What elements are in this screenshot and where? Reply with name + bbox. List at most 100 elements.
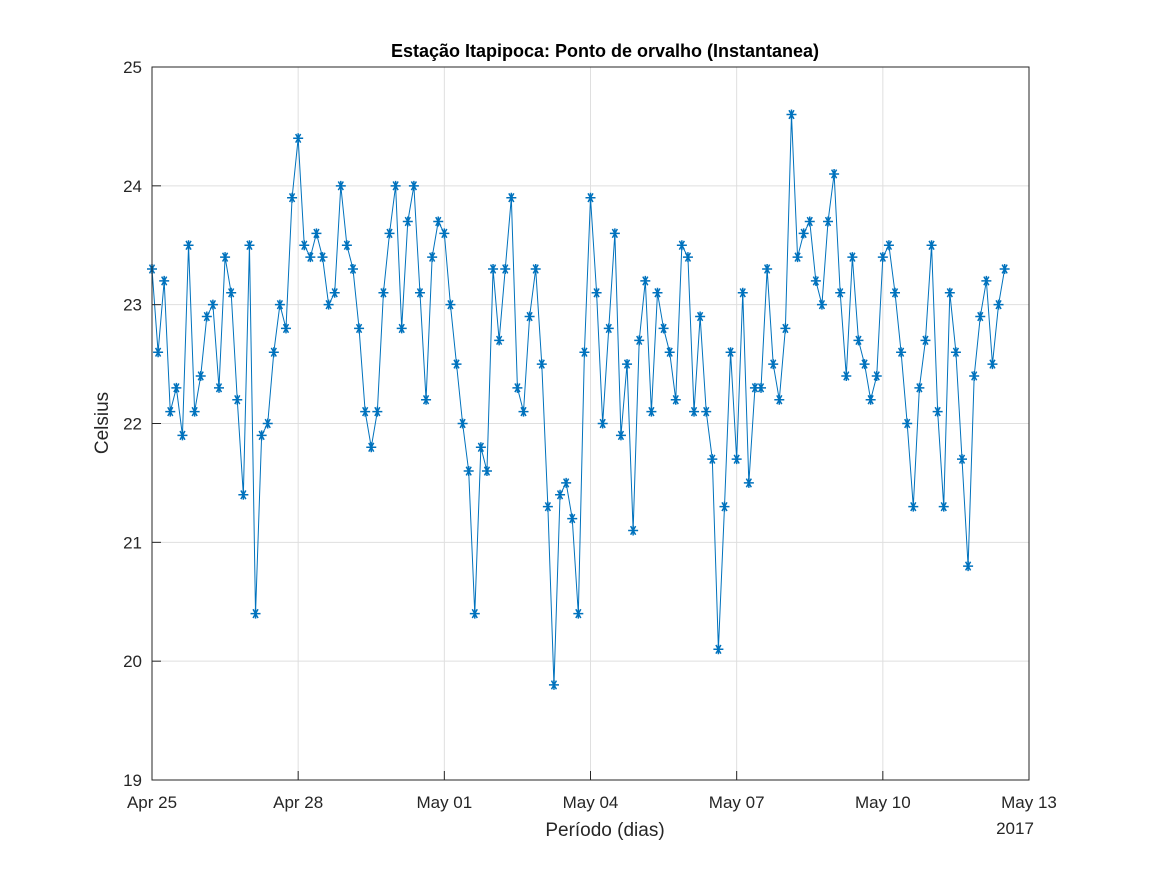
data-point (433, 216, 444, 227)
data-point (585, 192, 596, 203)
data-point (622, 359, 633, 370)
data-point (341, 240, 352, 251)
data-point (835, 287, 846, 298)
x-axis-year: 2017 (996, 819, 1034, 838)
plot (147, 109, 1010, 690)
data-point (244, 240, 255, 251)
data-point (920, 335, 931, 346)
data-point (652, 287, 663, 298)
data-point (597, 418, 608, 429)
data-point (646, 406, 657, 417)
data-point (414, 287, 425, 298)
data-point (171, 382, 182, 393)
data-point (999, 264, 1010, 275)
data-point (500, 264, 511, 275)
data-point (944, 287, 955, 298)
data-point (615, 430, 626, 441)
data-point (524, 311, 535, 322)
data-point (463, 466, 474, 477)
data-point (877, 252, 888, 263)
data-point (567, 513, 578, 524)
data-point (707, 454, 718, 465)
x-tick-label: Apr 25 (127, 793, 177, 812)
data-point (628, 525, 639, 536)
x-tick-label: May 04 (563, 793, 619, 812)
y-tick-label: 19 (123, 771, 142, 790)
data-point (378, 287, 389, 298)
data-point (682, 252, 693, 263)
data-point (713, 644, 724, 655)
data-point (609, 228, 620, 239)
data-point (213, 382, 224, 393)
data-point (865, 394, 876, 405)
data-point (335, 180, 346, 191)
data-point (396, 323, 407, 334)
y-tick-label: 23 (123, 296, 142, 315)
data-point (938, 501, 949, 512)
data-point (804, 216, 815, 227)
y-tick-label: 21 (123, 533, 142, 552)
data-point (829, 168, 840, 179)
data-point (695, 311, 706, 322)
data-point (268, 347, 279, 358)
x-tick-label: Apr 28 (273, 793, 323, 812)
data-point (896, 347, 907, 358)
data-point (969, 370, 980, 381)
data-point (421, 394, 432, 405)
data-point (890, 287, 901, 298)
data-point (573, 608, 584, 619)
data-point (262, 418, 273, 429)
data-point (488, 264, 499, 275)
data-point (530, 264, 541, 275)
data-point (177, 430, 188, 441)
data-point (360, 406, 371, 417)
data-point (932, 406, 943, 417)
data-point (908, 501, 919, 512)
data-point (390, 180, 401, 191)
data-point (670, 394, 681, 405)
data-point (664, 347, 675, 358)
data-point (250, 608, 261, 619)
data-point (481, 466, 492, 477)
data-point (201, 311, 212, 322)
data-point (792, 252, 803, 263)
data-point (579, 347, 590, 358)
data-point (542, 501, 553, 512)
data-point (853, 335, 864, 346)
data-point (195, 370, 206, 381)
data-point (451, 359, 462, 370)
data-point (536, 359, 547, 370)
data-point (329, 287, 340, 298)
data-point (780, 323, 791, 334)
data-point (347, 264, 358, 275)
data-point (768, 359, 779, 370)
data-point (506, 192, 517, 203)
data-point (737, 287, 748, 298)
data-point (207, 299, 218, 310)
data-point (548, 679, 559, 690)
data-point (871, 370, 882, 381)
data-point (719, 501, 730, 512)
data-point (950, 347, 961, 358)
data-point (226, 287, 237, 298)
data-point (634, 335, 645, 346)
data-point (975, 311, 986, 322)
chart-title: Estação Itapipoca: Ponto de orvalho (Ins… (391, 41, 819, 61)
data-point (384, 228, 395, 239)
y-tick-label: 22 (123, 415, 142, 434)
data-point (847, 252, 858, 263)
data-point (555, 489, 566, 500)
y-axis-label: Celsius (92, 392, 113, 454)
y-tick-label: 25 (123, 58, 142, 77)
y-tick-label: 20 (123, 652, 142, 671)
data-point (475, 442, 486, 453)
data-point (774, 394, 785, 405)
data-point (640, 275, 651, 286)
data-point (676, 240, 687, 251)
data-point (749, 382, 760, 393)
data-point (293, 133, 304, 144)
data-point (372, 406, 383, 417)
x-tick-label: May 13 (1001, 793, 1057, 812)
